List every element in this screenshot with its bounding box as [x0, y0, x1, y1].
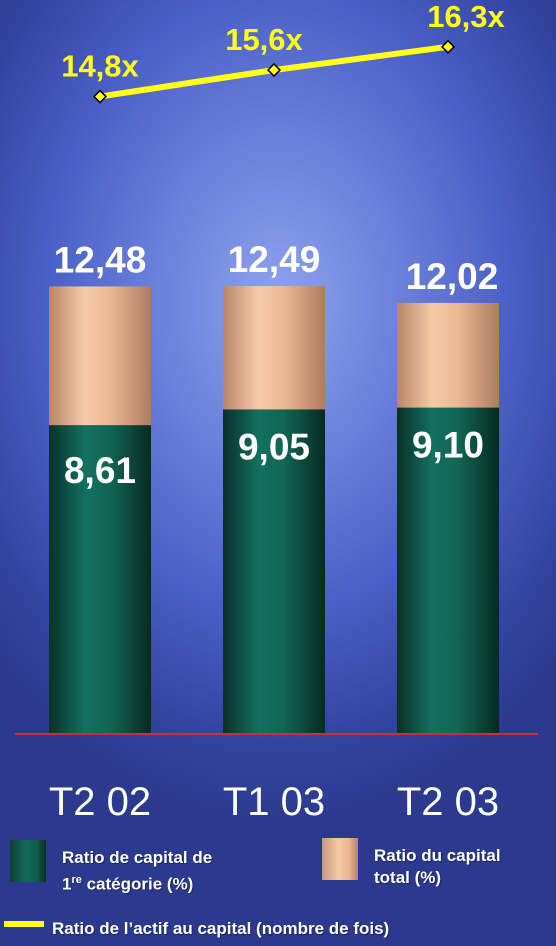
legend-total-line2: total (%)	[374, 868, 442, 887]
leverage-point-3	[440, 39, 456, 54]
legend-swatch-leverage	[4, 921, 44, 927]
leverage-label-1: 14,8x	[61, 49, 139, 84]
legend-total: Ratio du capital total (%)	[374, 845, 554, 889]
legend-total-line1: Ratio du capital	[374, 846, 501, 865]
leverage-point-2	[266, 62, 282, 78]
total-label-2: 12,49	[228, 239, 321, 280]
bars-layer	[49, 286, 499, 734]
legend-tier1-num: 1	[62, 874, 72, 894]
bar-total-2	[223, 286, 325, 410]
legend-tier1-rest: catégorie (%)	[81, 874, 194, 894]
legend-leverage: Ratio de l’actif au capital (nombre de f…	[52, 919, 390, 938]
leverage-label-2: 15,6x	[225, 22, 303, 57]
legend-tier1-sup: re	[71, 874, 82, 886]
leverage-line-layer	[92, 39, 456, 104]
total-label-1: 12,48	[54, 239, 147, 280]
total-label-3: 12,02	[406, 256, 499, 297]
leverage-point-1	[92, 89, 108, 104]
category-label-2: T1 03	[223, 780, 325, 824]
bar-total-1	[49, 286, 151, 426]
legend-tier1-line1: Ratio de capital de	[62, 848, 213, 867]
category-label-3: T2 03	[397, 780, 499, 824]
category-label-1: T2 02	[49, 780, 151, 824]
bar-tier1-1	[49, 425, 151, 734]
legend-tier1-line2: 1re catégorie (%)	[62, 869, 302, 896]
tier1-label-2: 9,05	[238, 426, 310, 467]
tier1-label-3: 9,10	[412, 425, 484, 466]
bar-total-3	[397, 302, 499, 408]
bar-tier1-3	[397, 407, 499, 734]
legend-swatch-total	[322, 838, 358, 880]
labels-layer: 12,48 8,61 T2 02 12,49 9,05 T1 03 12,02 9,10 T2 …	[49, 0, 506, 824]
bar-tier1-2	[223, 409, 325, 734]
legend-swatch-tier1	[10, 840, 46, 882]
leverage-label-3: 16,3x	[427, 0, 505, 34]
tier1-label-1: 8,61	[64, 450, 136, 491]
legend-tier1: Ratio de capital de 1re catégorie (%)	[62, 847, 302, 896]
